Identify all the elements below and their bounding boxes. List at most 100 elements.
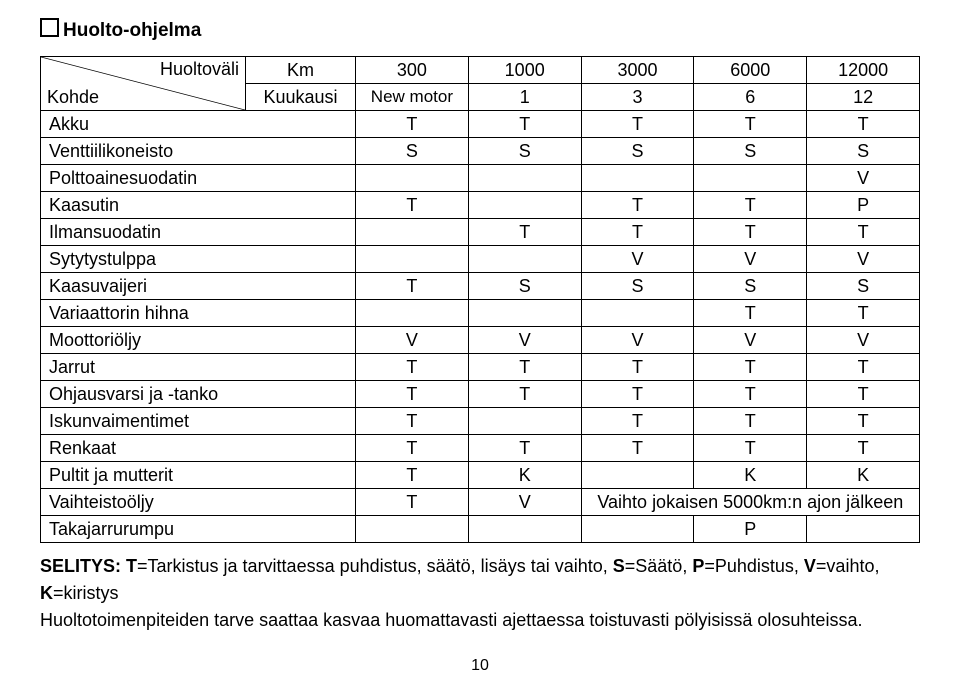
km-label: Km [246,57,356,84]
row-label: Renkaat [41,435,356,462]
cell: T [468,435,581,462]
cell: S [468,273,581,300]
cell: V [807,165,920,192]
cell: T [694,354,807,381]
cell: T [807,111,920,138]
cell: T [468,219,581,246]
row-label: Pultit ja mutterit [41,462,356,489]
cell: T [807,354,920,381]
table-row: AkkuTTTTT [41,111,920,138]
table-row: RenkaatTTTTT [41,435,920,462]
legend-lead: SELITYS: T [40,556,137,576]
cell [581,300,694,327]
maintenance-table: Huoltoväli Kohde Km 300 1000 3000 6000 1… [40,56,920,543]
checkbox-icon [40,18,59,37]
cell: T [807,435,920,462]
table-row: Takajarrurumpu P [41,516,920,543]
cell [581,462,694,489]
table-row: VenttiilikoneistoSSSSS [41,138,920,165]
kk-col-0: New motor [356,84,469,111]
cell: T [581,354,694,381]
kk-col-1: 1 [468,84,581,111]
cell: T [807,381,920,408]
table-row: KaasutinTTTP [41,192,920,219]
cell: T [356,435,469,462]
cell: T [581,381,694,408]
cell: S [694,138,807,165]
km-col-0: 300 [356,57,469,84]
cell [468,165,581,192]
cell: V [807,246,920,273]
km-col-4: 12000 [807,57,920,84]
cell: S [581,273,694,300]
table-row: Vaihteistoöljy T V Vaihto jokaisen 5000k… [41,489,920,516]
cell: T [468,354,581,381]
table-row: IskunvaimentimetTTTT [41,408,920,435]
km-col-2: 3000 [581,57,694,84]
cell: T [694,381,807,408]
cell: T [356,354,469,381]
km-col-3: 6000 [694,57,807,84]
title-text: Huolto-ohjelma [63,20,201,41]
table-row: Variaattorin hihnaTT [41,300,920,327]
cell: T [581,111,694,138]
row-label: Sytytystulppa [41,246,356,273]
cell: V [468,327,581,354]
diag-bottom-label: Kohde [47,87,99,108]
row-label: Kaasutin [41,192,356,219]
cell: V [694,246,807,273]
cell: T [694,435,807,462]
legend-note: Huoltotoimenpiteiden tarve saattaa kasva… [40,610,862,630]
cell [468,516,581,543]
table-row: SytytystulppaVVV [41,246,920,273]
table-row: KaasuvaijeriTSSSS [41,273,920,300]
cell [581,165,694,192]
page-number: 10 [0,657,960,675]
table-row: PolttoainesuodatinV [41,165,920,192]
table-row: Ohjausvarsi ja -tankoTTTTT [41,381,920,408]
cell: T [356,381,469,408]
kk-col-2: 3 [581,84,694,111]
cell: T [356,192,469,219]
cell: S [356,138,469,165]
row-label: Takajarrurumpu [41,516,356,543]
cell [694,165,807,192]
cell: T [356,273,469,300]
cell: P [694,516,807,543]
cell: T [581,435,694,462]
row-label: Variaattorin hihna [41,300,356,327]
cell [356,219,469,246]
cell: T [807,408,920,435]
cell [356,246,469,273]
cell: T [694,408,807,435]
page-title: Huolto-ohjelma [40,18,920,42]
legend-text: SELITYS: T=Tarkistus ja tarvittaessa puh… [40,553,920,634]
diag-header-cell: Huoltoväli Kohde [41,57,246,111]
cell: S [807,138,920,165]
cell: S [468,138,581,165]
cell: V [581,246,694,273]
cell: V [468,489,581,516]
cell: T [807,219,920,246]
cell [468,246,581,273]
cell: S [807,273,920,300]
row-label: Ilmansuodatin [41,219,356,246]
row-label: Venttiilikoneisto [41,138,356,165]
cell: S [694,273,807,300]
cell: K [468,462,581,489]
cell [356,165,469,192]
cell: V [581,327,694,354]
cell: T [468,381,581,408]
table-row: JarrutTTTTT [41,354,920,381]
cell: T [694,219,807,246]
cell [581,516,694,543]
cell: V [807,327,920,354]
row-label: Akku [41,111,356,138]
row-label: Moottoriöljy [41,327,356,354]
cell: T [356,489,469,516]
km-col-1: 1000 [468,57,581,84]
table-row: Pultit ja mutteritTKKK [41,462,920,489]
cell: T [468,111,581,138]
table-row: IlmansuodatinTTTT [41,219,920,246]
row-label: Vaihteistoöljy [41,489,356,516]
